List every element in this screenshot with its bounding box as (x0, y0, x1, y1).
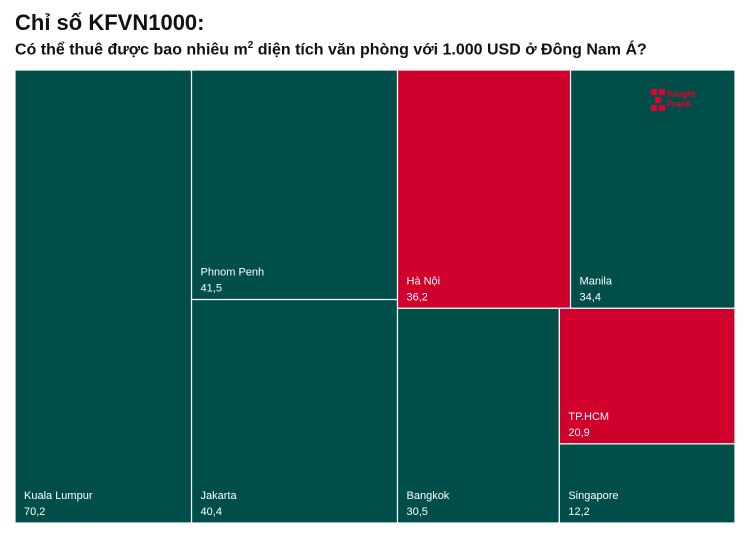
tile-rect-tp-hcm (558, 307, 736, 445)
tile-rect-singapore (558, 443, 736, 524)
tile-rect-phnom-penh (190, 69, 399, 301)
tile-bangkok: Bangkok 30,5 (396, 307, 560, 524)
tile-name-jakarta: Jakarta (201, 490, 238, 502)
logo-line-1: Knight (667, 89, 696, 99)
tile-name-bangkok: Bangkok (407, 490, 450, 502)
tile-rect-jakarta (190, 298, 399, 524)
tile-phnom-penh: Phnom Penh 41,5 (190, 69, 399, 301)
tile-singapore: Singapore 12,2 (558, 443, 736, 524)
tile-value-manila: 34,4 (580, 291, 601, 303)
tile-value-kuala-lumpur: 70,2 (24, 506, 45, 518)
chart-title: Chỉ số KFVN1000: (15, 10, 205, 35)
tile-name-tp-hcm: TP.HCM (568, 411, 609, 423)
tile-value-jakarta: 40,4 (201, 506, 222, 518)
tile-value-singapore: 12,2 (568, 506, 589, 518)
subtitle-text-start: Có thể thuê được bao nhiêu m (15, 41, 248, 59)
knight-frank-logo: Knight Frank (651, 89, 713, 111)
tile-value-h-n-i: 36,2 (407, 291, 428, 303)
knight-frank-logo-text: Knight Frank (667, 89, 696, 109)
tile-name-h-n-i: Hà Nội (407, 275, 441, 287)
tile-kuala-lumpur: Kuala Lumpur 70,2 (14, 69, 193, 524)
subtitle-text-end: diện tích văn phòng với 1.000 USD ở Đông… (253, 41, 647, 59)
tile-value-phnom-penh: 41,5 (201, 283, 222, 295)
tile-name-kuala-lumpur: Kuala Lumpur (24, 490, 93, 502)
chart-subtitle: Có thể thuê được bao nhiêu m2 diện tích … (15, 40, 647, 59)
tile-value-bangkok: 30,5 (407, 506, 428, 518)
tile-name-singapore: Singapore (568, 490, 618, 502)
tile-rect-h-n-i (396, 69, 572, 309)
tile-jakarta: Jakarta 40,4 (190, 298, 399, 524)
tile-name-manila: Manila (580, 275, 613, 287)
tile-rect-bangkok (396, 307, 560, 524)
tile-tp-hcm: TP.HCM 20,9 (558, 307, 736, 445)
tile-rect-kuala-lumpur (14, 69, 193, 524)
tile-h-n-i: Hà Nội 36,2 (396, 69, 572, 309)
knight-frank-logo-mark (651, 89, 665, 111)
tile-name-phnom-penh: Phnom Penh (201, 267, 265, 279)
logo-line-2: Frank (667, 99, 692, 109)
tile-value-tp-hcm: 20,9 (568, 427, 589, 439)
subtitle-superscript: 2 (247, 40, 254, 51)
